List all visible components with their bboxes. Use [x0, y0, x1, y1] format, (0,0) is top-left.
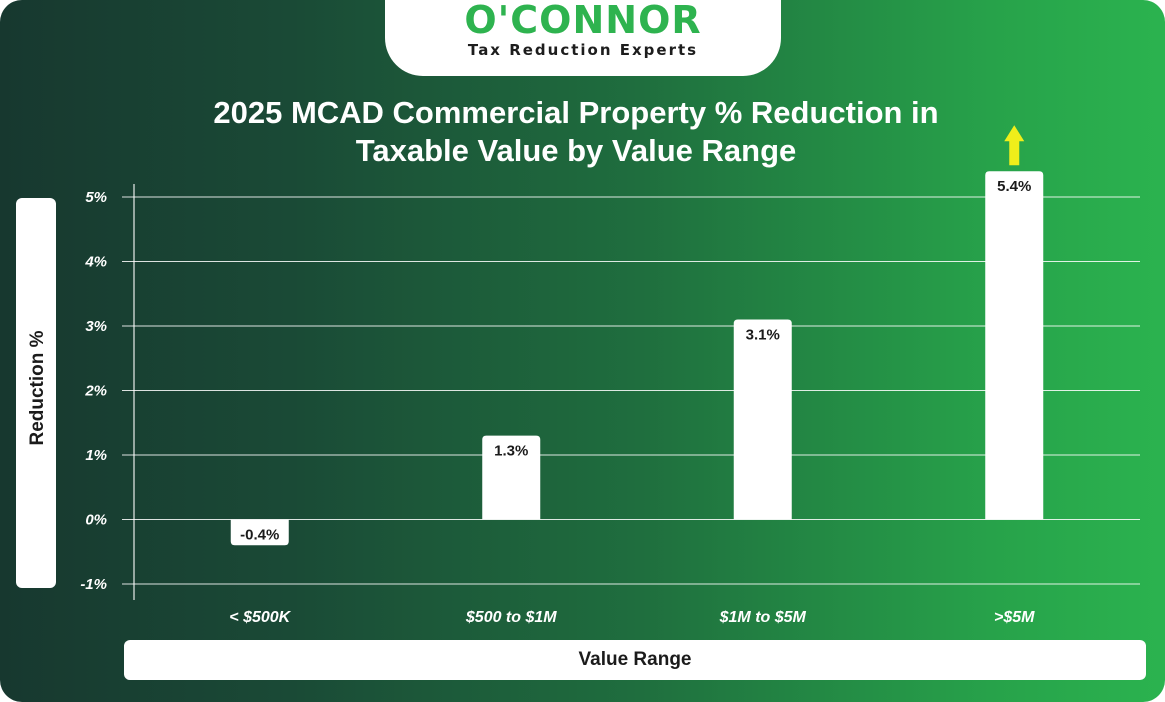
x-tick-label: $1M to $5M: [719, 609, 807, 626]
y-tick-label: 4%: [84, 254, 107, 271]
chart-title: 2025 MCAD Commercial Property % Reductio…: [200, 94, 952, 170]
brand-tagline: Tax Reduction Experts: [467, 41, 699, 59]
y-tick-label: 3%: [85, 318, 107, 335]
x-axis-title: Value Range: [578, 649, 692, 670]
x-axis-title-box: Value Range: [124, 640, 1146, 680]
data-label: -0.4%: [240, 526, 279, 543]
data-label: 3.1%: [746, 327, 780, 344]
y-tick-label: 2%: [84, 383, 107, 400]
y-axis-title-box: [16, 198, 56, 588]
logo-badge: O'CONNOR Tax Reduction Experts: [385, 0, 781, 76]
y-tick-label: 0%: [85, 512, 107, 529]
data-label: 5.4%: [997, 178, 1031, 195]
y-tick-label: -1%: [80, 576, 107, 593]
chart-title-line-1: 2025 MCAD Commercial Property % Reductio…: [213, 95, 939, 130]
data-label: 1.3%: [494, 443, 528, 460]
y-tick-label: 5%: [85, 189, 107, 206]
bar: [985, 171, 1044, 520]
y-tick-label: 1%: [85, 447, 107, 464]
x-tick-label: >$5M: [994, 609, 1035, 626]
x-tick-label: $500 to $1M: [465, 609, 557, 626]
x-tick-label: < $500K: [229, 609, 291, 626]
bar: [482, 435, 541, 520]
chart-title-line-2: Taxable Value by Value Range: [355, 133, 797, 168]
bar: [230, 519, 289, 546]
up-arrow-icon: [1004, 125, 1025, 166]
bar: [733, 319, 792, 520]
brand-logo-text: O'CONNOR: [464, 0, 702, 42]
